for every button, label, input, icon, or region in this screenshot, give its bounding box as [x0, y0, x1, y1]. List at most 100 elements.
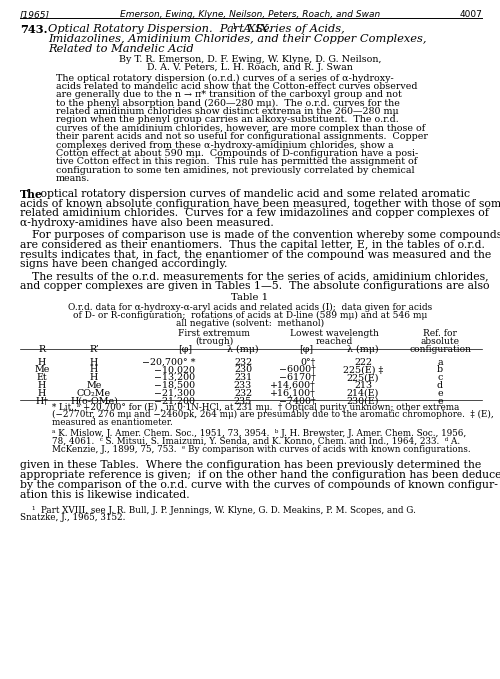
Text: e: e — [437, 397, 443, 405]
Text: A Series of Acids,: A Series of Acids, — [236, 24, 345, 34]
Text: CO₂Me: CO₂Me — [77, 388, 111, 398]
Text: 213: 213 — [354, 381, 372, 390]
Text: Related to Mandelic Acid: Related to Mandelic Acid — [48, 44, 194, 54]
Text: [1965]: [1965] — [20, 10, 50, 19]
Text: H: H — [90, 358, 98, 367]
Text: are generally due to the n → π* transition of the carboxyl group and not: are generally due to the n → π* transiti… — [56, 90, 402, 99]
Text: The: The — [20, 189, 43, 200]
Text: Emerson, Ewing, Klyne, Neilson, Peters, Roach, and Swan: Emerson, Ewing, Klyne, Neilson, Peters, … — [120, 10, 380, 19]
Text: First extremum: First extremum — [178, 329, 250, 337]
Text: H: H — [90, 365, 98, 374]
Text: e: e — [437, 388, 443, 398]
Text: 78, 4061.  ᶜ S. Mitsui, S. Imaizumi, Y. Senda, and K. Konno, Chem. and Ind., 196: 78, 4061. ᶜ S. Mitsui, S. Imaizumi, Y. S… — [52, 437, 460, 445]
Text: McKenzie, J., 1899, 75, 753.  ᵉ By comparison with curves of acids with known co: McKenzie, J., 1899, 75, 753. ᵉ By compar… — [52, 445, 470, 454]
Text: results indicates that, in fact, the enantiomer of the compound was measured and: results indicates that, in fact, the ena… — [20, 249, 491, 259]
Text: −21,300: −21,300 — [154, 388, 195, 398]
Text: tive Cotton effect in this region.  This rule has permitted the assignment of: tive Cotton effect in this region. This … — [56, 158, 417, 166]
Text: curves of the amidinium chlorides, however, are more complex than those of: curves of the amidinium chlorides, howev… — [56, 124, 425, 133]
Text: signs have been changed accordingly.: signs have been changed accordingly. — [20, 259, 228, 270]
Text: ¹  Part XVIII, see J. R. Bull, J. P. Jennings, W. Klyne, G. D. Meakins, P. M. Sc: ¹ Part XVIII, see J. R. Bull, J. P. Jenn… — [32, 505, 416, 515]
Text: Table 1: Table 1 — [232, 293, 268, 301]
Text: b: b — [437, 365, 443, 374]
Text: λ (mμ): λ (mμ) — [347, 345, 379, 354]
Text: −6000†: −6000† — [279, 365, 316, 374]
Text: 231: 231 — [234, 373, 252, 382]
Text: 235: 235 — [234, 397, 252, 405]
Text: measured as enantiometer.: measured as enantiometer. — [52, 418, 173, 427]
Text: a: a — [437, 358, 443, 367]
Text: ation this is likewise indicated.: ation this is likewise indicated. — [20, 490, 190, 500]
Text: their parent acids and not so useful for configurational assignments.  Copper: their parent acids and not so useful for… — [56, 132, 428, 141]
Text: −13,200: −13,200 — [154, 373, 195, 382]
Text: acids of known absolute configuration have been measured, together with those of: acids of known absolute configuration ha… — [20, 198, 500, 208]
Text: 225(E): 225(E) — [347, 373, 380, 382]
Text: * Lit.,ᵃ +20,700° for (E) , in 0·1N-HCl, at 231 mμ.  † Optical purity unknown; o: * Lit.,ᵃ +20,700° for (E) , in 0·1N-HCl,… — [52, 403, 460, 411]
Text: Me: Me — [86, 381, 102, 390]
Text: H: H — [90, 373, 98, 382]
Text: means.: means. — [56, 175, 90, 183]
Text: Me: Me — [34, 365, 50, 374]
Text: (−2770tr, 276 mμ and −2460pk, 264 mμ) are presumably due to the aromatic chromop: (−2770tr, 276 mμ and −2460pk, 264 mμ) ar… — [52, 410, 494, 420]
Text: related amidinium chlorides.  Curves for a few imidazolines and copper complexes: related amidinium chlorides. Curves for … — [20, 208, 489, 219]
Text: by the comparison of the o.r.d. curve with the curves of compounds of known conf: by the comparison of the o.r.d. curve wi… — [20, 480, 498, 490]
Text: absolute: absolute — [420, 337, 460, 346]
Text: Imidazolines, Amidinium Chlorides, and their Copper Complexes,: Imidazolines, Amidinium Chlorides, and t… — [48, 34, 426, 44]
Text: Cotton effect at about 590 mμ.  Compounds of D-configuration have a posi-: Cotton effect at about 590 mμ. Compounds… — [56, 149, 418, 158]
Text: 232: 232 — [234, 388, 252, 398]
Text: 230(E): 230(E) — [347, 397, 380, 405]
Text: 230: 230 — [234, 365, 252, 374]
Text: −18,500: −18,500 — [154, 381, 195, 390]
Text: c: c — [438, 373, 442, 382]
Text: For purposes of comparison use is made of the convention whereby some compounds: For purposes of comparison use is made o… — [32, 230, 500, 240]
Text: −20,700° *: −20,700° * — [142, 358, 195, 367]
Text: H†: H† — [36, 397, 49, 405]
Text: R: R — [38, 345, 46, 354]
Text: [φ]: [φ] — [178, 345, 192, 354]
Text: region when the phenyl group carries an alkoxy-substituent.  The o.r.d.: region when the phenyl group carries an … — [56, 115, 399, 124]
Text: all negative (solvent:  methanol): all negative (solvent: methanol) — [176, 318, 324, 328]
Text: 233: 233 — [234, 381, 252, 390]
Text: H: H — [38, 388, 46, 398]
Text: acids related to mandelic acid show that the Cotton-effect curves observed: acids related to mandelic acid show that… — [56, 82, 418, 91]
Text: Optical Rotatory Dispersion.  Part XIX.: Optical Rotatory Dispersion. Part XIX. — [48, 24, 272, 34]
Text: H: H — [38, 381, 46, 390]
Text: configuration to some ten amidines, not previously correlated by chemical: configuration to some ten amidines, not … — [56, 166, 414, 175]
Text: to the phenyl absorption band (260—280 mμ).  The o.r.d. curves for the: to the phenyl absorption band (260—280 m… — [56, 98, 400, 108]
Text: configuration: configuration — [409, 345, 471, 354]
Text: −21,200: −21,200 — [154, 397, 195, 405]
Text: Snatzke, J., 1965, 3152.: Snatzke, J., 1965, 3152. — [20, 513, 126, 522]
Text: Et: Et — [36, 373, 48, 382]
Text: are considered as their enantiomers.  Thus the capital letter, E, in the tables : are considered as their enantiomers. Thu… — [20, 240, 485, 250]
Text: Ref. for: Ref. for — [423, 329, 457, 337]
Text: related amidinium chlorides show distinct extrema in the 260—280 mμ: related amidinium chlorides show distinc… — [56, 107, 398, 116]
Text: −10,020: −10,020 — [154, 365, 195, 374]
Text: The results of the o.r.d. measurements for the series of acids, amidinium chlori: The results of the o.r.d. measurements f… — [32, 271, 488, 281]
Text: optical rotatory dispersion curves of mandelic acid and some related aromatic: optical rotatory dispersion curves of ma… — [37, 189, 470, 199]
Text: [φ]: [φ] — [299, 345, 313, 354]
Text: +16,100†: +16,100† — [270, 388, 316, 398]
Text: −6170†: −6170† — [279, 373, 316, 382]
Text: given in these Tables.  Where the configuration has been previously determined t: given in these Tables. Where the configu… — [20, 460, 481, 471]
Text: 4007: 4007 — [459, 10, 482, 19]
Text: reached: reached — [316, 337, 352, 346]
Text: H: H — [38, 358, 46, 367]
Text: α-hydroxy-amidines have also been measured.: α-hydroxy-amidines have also been measur… — [20, 218, 274, 228]
Text: d: d — [437, 381, 443, 390]
Text: Lowest wavelength: Lowest wavelength — [290, 329, 378, 337]
Text: D. A. V. Peters, L. H. Roach, and R. J. Swan: D. A. V. Peters, L. H. Roach, and R. J. … — [147, 64, 353, 73]
Text: O.r.d. data for α-hydroxy-α-aryl acids and related acids (I);  data given for ac: O.r.d. data for α-hydroxy-α-aryl acids a… — [68, 303, 432, 312]
Text: 225(E) ‡: 225(E) ‡ — [343, 365, 383, 374]
Text: +14,600†: +14,600† — [270, 381, 316, 390]
Text: ᵃ K. Mislow, J. Amer. Chem. Soc., 1951, 73, 3954.  ᵇ J. H. Brewster, J. Amer. Ch: ᵃ K. Mislow, J. Amer. Chem. Soc., 1951, … — [52, 429, 466, 438]
Text: and copper complexes are given in Tables 1—5.  The absolute configurations are a: and copper complexes are given in Tables… — [20, 281, 490, 291]
Text: (trough): (trough) — [195, 337, 233, 346]
Text: complexes derived from these α-hydroxy-amidinium chlorides, show a: complexes derived from these α-hydroxy-a… — [56, 141, 394, 149]
Text: of D- or R-configuration;  rotations of acids at D-line (589 mμ) and at 546 mμ: of D- or R-configuration; rotations of a… — [73, 311, 427, 320]
Text: The optical rotatory dispersion (o.r.d.) curves of a series of α-hydroxy-: The optical rotatory dispersion (o.r.d.)… — [56, 73, 394, 83]
Text: 743.: 743. — [20, 24, 48, 35]
Text: 222: 222 — [354, 358, 372, 367]
Text: R’: R’ — [89, 345, 99, 354]
Text: 0°†: 0°† — [301, 358, 316, 367]
Text: H(o-OMe): H(o-OMe) — [70, 397, 118, 405]
Text: −7400†: −7400† — [280, 397, 316, 405]
